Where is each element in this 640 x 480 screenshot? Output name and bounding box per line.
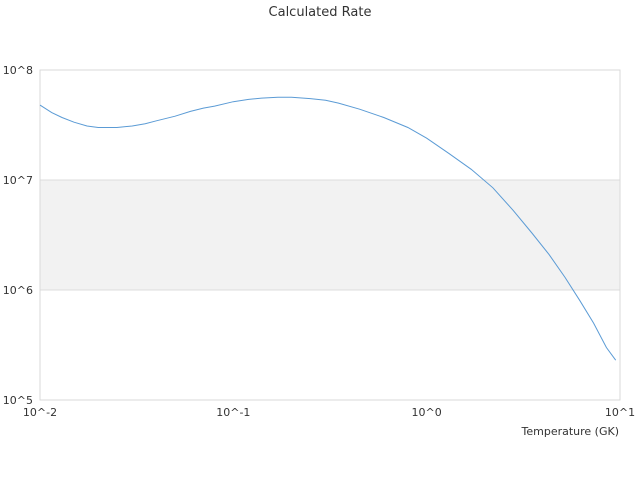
y-tick-label: 10^6 xyxy=(3,284,33,297)
y-tick-label: 10^8 xyxy=(3,64,33,77)
y-axis-ticks: 10^5 10^6 10^7 10^8 xyxy=(3,64,33,407)
x-axis-ticks: 10^-2 10^-1 10^0 10^1 xyxy=(23,406,635,419)
series-line xyxy=(39,96,617,361)
y-tick-label: 10^5 xyxy=(3,394,33,407)
plot-border xyxy=(39,69,621,401)
series-layer xyxy=(39,96,617,361)
x-axis-label: Temperature (GK) xyxy=(521,425,620,438)
chart-title: Calculated Rate xyxy=(269,5,372,20)
y-tick-label: 10^7 xyxy=(3,174,33,187)
x-tick-label: 10^-1 xyxy=(216,406,250,419)
x-tick-label: 10^1 xyxy=(605,406,635,419)
x-tick-label: 10^0 xyxy=(412,406,442,419)
plot-bands xyxy=(40,180,620,290)
x-tick-label: 10^-2 xyxy=(23,406,57,419)
plot-band xyxy=(40,180,620,290)
